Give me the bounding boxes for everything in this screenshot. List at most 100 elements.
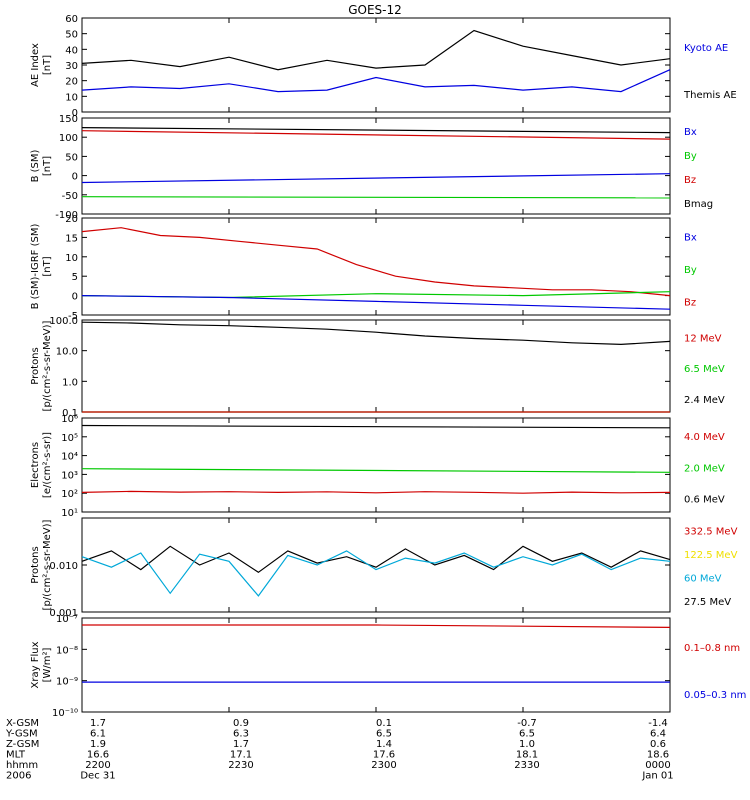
y-tick-label: 0 [72, 108, 78, 119]
legend-entry: 60 MeV [684, 573, 722, 584]
legend-entry: By [684, 151, 697, 162]
legend-entry: Bx [684, 233, 697, 244]
y-tick-label: 10⁵ [61, 433, 78, 444]
orbit-cell: 1.7 [233, 739, 249, 750]
y-tick-label: 15 [65, 233, 78, 244]
legend-entry: 0.05–0.3 nm [684, 690, 746, 701]
y-tick-label: 100.0 [49, 316, 78, 327]
orbit-cell: 0.9 [233, 718, 249, 729]
series-line-bx [81, 173, 671, 184]
legend-entry: 2.4 MeV [684, 395, 725, 406]
orbit-row-label: hhmm [6, 760, 38, 771]
legend-entry: 6.5 MeV [684, 364, 725, 375]
legend-entry: 0.6 MeV [684, 495, 725, 506]
y-tick-label: 10⁻⁸ [56, 645, 78, 656]
orbit-cell: 0000 [645, 760, 670, 771]
y-tick-label: 10³ [61, 470, 78, 481]
legend-entry: 0.1–0.8 nm [684, 643, 740, 654]
y-tick-label: 60 [65, 14, 78, 25]
y-axis-label: [e/(cm²-s-sr)] [42, 432, 53, 498]
orbit-cell: 0.1 [376, 718, 392, 729]
orbit-cell: 6.5 [519, 729, 535, 740]
y-tick-label: 10 [65, 253, 78, 264]
y-tick-label: 0.010 [49, 561, 78, 572]
panel-frame [81, 617, 671, 713]
orbit-cell: Jan 01 [641, 771, 673, 782]
panel-3: -5 0 5 10 15 20 B (SM)-IGRF (SM) [nT] Bx By Bz [30, 214, 697, 322]
orbit-cell: 1.7 [90, 718, 106, 729]
series-line-60-mev [81, 550, 671, 597]
y-axis-label: B (SM) [30, 149, 41, 182]
orbit-row-label: Z-GSM [6, 739, 39, 750]
orbit-cell: 0.6 [650, 739, 666, 750]
legend-entry: Kyoto AE [684, 43, 728, 54]
series-line-themis-ae [81, 29, 671, 71]
y-tick-label: 10⁶ [61, 414, 78, 425]
y-tick-label: 10¹ [61, 508, 78, 519]
series-line-bmag [81, 127, 671, 134]
orbit-table: X-GSM 1.7 0.9 0.1 -0.7 -1.4 Y-GSM 6.1 6.3 6.5 6.5 6… [5, 718, 674, 782]
legend-entry: 122.5 MeV [684, 550, 738, 561]
orbit-cell: 2330 [514, 760, 539, 771]
y-tick-label: 20 [65, 77, 78, 88]
orbit-cell: Dec 31 [80, 771, 115, 782]
y-tick-label: 0 [72, 292, 78, 303]
y-axis-label: Electrons [30, 442, 41, 488]
panel-frame [81, 517, 671, 613]
y-axis-label: [W/m²] [42, 647, 53, 682]
orbit-cell: 1.4 [376, 739, 392, 750]
y-axis-label: [nT] [42, 156, 53, 176]
orbit-cell: 17.1 [230, 750, 252, 761]
y-tick-label: -100 [55, 210, 78, 221]
y-axis-label: Protons [30, 546, 41, 583]
y-tick-label: 5 [72, 272, 78, 283]
y-tick-label: -5 [68, 311, 78, 322]
y-tick-label: 150 [59, 114, 78, 125]
legend-entry: Bz [684, 297, 696, 308]
panel-frame [81, 417, 671, 513]
legend-entry: Bz [684, 175, 696, 186]
y-tick-label: 10⁻¹⁰ [52, 708, 78, 719]
orbit-cell: 18.6 [647, 750, 669, 761]
y-axis-label: [nT] [42, 55, 53, 75]
y-tick-label: 40 [65, 45, 78, 56]
orbit-cell: 2200 [85, 760, 110, 771]
y-tick-label: 0 [72, 172, 78, 183]
series-line-by [81, 196, 671, 199]
panel-6: 0.001 0.010 Protons [p/(cm²-s-sr-MeV)] 332.5… [30, 517, 738, 619]
series-line-4-0-mev [81, 490, 671, 494]
series-line-bx [81, 295, 671, 310]
orbit-cell: 1.0 [519, 739, 535, 750]
y-tick-label: 10 [65, 92, 78, 103]
panel-4: 0.1 1.0 10.0 100.0 Protons [p/(cm²-s-sr-MeV)]… [30, 316, 725, 419]
series-line-bz [81, 130, 671, 140]
y-tick-label: 30 [65, 61, 78, 72]
legend-entry: By [684, 265, 697, 276]
orbit-cell: 1.9 [90, 739, 106, 750]
y-tick-label: 10.0 [56, 347, 78, 358]
y-tick-label: 100 [59, 133, 78, 144]
plot-title: GOES-12 [348, 3, 402, 17]
series-line-0-6-mev [81, 424, 671, 429]
series-line-bz [81, 227, 671, 297]
panel-7: 10⁻¹⁰ 10⁻⁹ 10⁻⁸ 10⁻⁷ Xray Flux [W/m²] 0.1–0.8 … [30, 614, 746, 719]
legend-entry: 4.0 MeV [684, 432, 725, 443]
y-tick-label: 1.0 [62, 377, 78, 388]
orbit-row-label: Y-GSM [5, 729, 38, 740]
orbit-cell: 2230 [228, 760, 253, 771]
legend-entry: 12 MeV [684, 333, 722, 344]
legend-entry: 332.5 MeV [684, 526, 738, 537]
panel-frame [81, 217, 671, 316]
panel-frame [81, 319, 671, 413]
legend-entry: Themis AE [683, 90, 737, 101]
y-axis-label: Protons [30, 347, 41, 384]
y-axis-label: B (SM)-IGRF (SM) [30, 224, 41, 310]
legend-entry: Bx [684, 127, 697, 138]
legend-entry: 2.0 MeV [684, 463, 725, 474]
y-axis-label: [p/(cm²-s-sr-MeV)] [42, 519, 53, 610]
orbit-cell: 6.4 [650, 729, 666, 740]
orbit-cell: 6.3 [233, 729, 249, 740]
orbit-row-label: X-GSM [6, 718, 39, 729]
